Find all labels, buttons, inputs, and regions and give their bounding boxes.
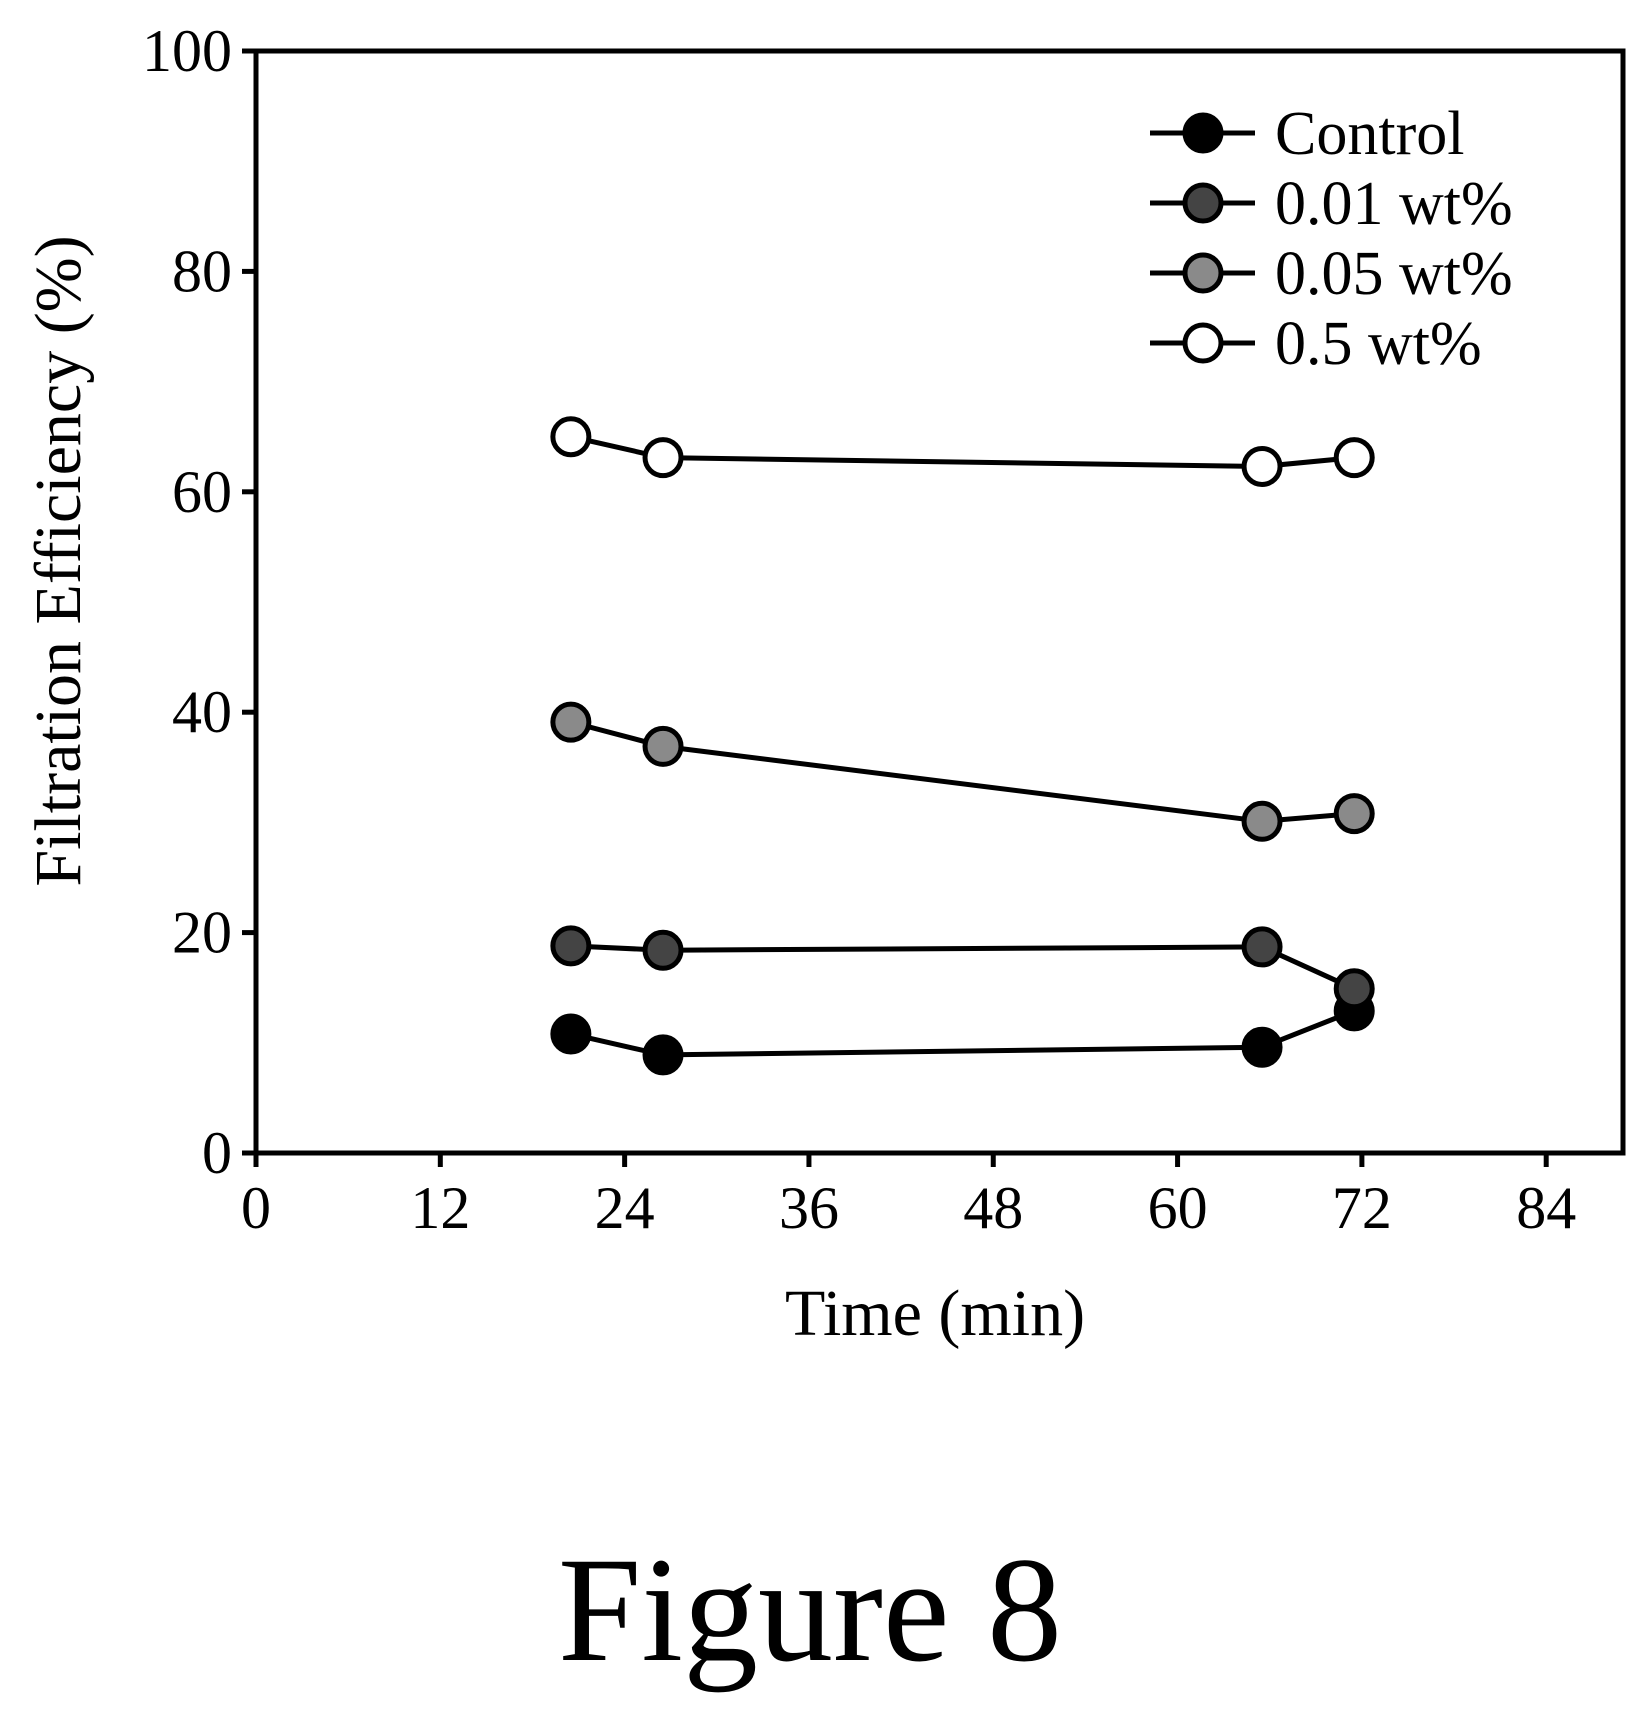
data-point-3-3 [1333, 437, 1375, 479]
x-tick-label-60: 60 [1148, 1175, 1208, 1241]
data-point-3-2 [1241, 445, 1283, 487]
x-tick-label-24: 24 [595, 1175, 655, 1241]
legend-label-2: 0.05 wt% [1275, 240, 1513, 308]
data-point-3-0 [550, 416, 592, 458]
data-point-1-0 [550, 925, 592, 967]
data-point-0-1 [642, 1034, 684, 1076]
y-tick-label-0: 0 [202, 1120, 232, 1186]
plot-border [253, 48, 1626, 1156]
series-lines [570, 434, 1356, 1058]
data-point-1-2 [1241, 926, 1283, 968]
x-tick-label-12: 12 [410, 1175, 470, 1241]
x-tick-label-84: 84 [1516, 1175, 1576, 1241]
y-tick-label-40: 40 [172, 679, 232, 745]
data-point-2-2 [1241, 800, 1283, 842]
legend-marker-0 [1182, 112, 1224, 154]
legend-marker-1 [1182, 182, 1224, 224]
axis-ticks: 0 12 24 36 48 60 72 84 0 20 40 60 80 100 [142, 18, 1576, 1241]
data-point-0-2 [1241, 1026, 1283, 1068]
y-tick-label-100: 100 [142, 18, 232, 84]
legend-label-3: 0.5 wt% [1275, 310, 1482, 378]
series-line-1 [570, 943, 1356, 992]
data-point-3-1 [642, 437, 684, 479]
y-tick-label-60: 60 [172, 459, 232, 525]
legend-marker-3 [1182, 322, 1224, 364]
x-tick-label-72: 72 [1332, 1175, 1392, 1241]
series-line-3 [570, 434, 1355, 469]
data-point-2-0 [550, 701, 592, 743]
x-tick-label-48: 48 [963, 1175, 1023, 1241]
legend-label-1: 0.01 wt% [1275, 170, 1513, 238]
legend-label-0: Control [1275, 100, 1464, 168]
data-point-0-0 [550, 1013, 592, 1055]
x-axis-title: Time (min) [785, 1277, 1085, 1350]
y-tick-label-80: 80 [172, 238, 232, 304]
series-line-2 [570, 719, 1355, 824]
figure-caption: Figure 8 [558, 1527, 1062, 1693]
x-tick-label-0: 0 [241, 1175, 271, 1241]
data-point-1-3 [1333, 968, 1375, 1010]
data-point-2-3 [1333, 793, 1375, 835]
y-tick-label-20: 20 [172, 900, 232, 966]
data-point-2-1 [642, 725, 684, 767]
data-point-1-1 [642, 929, 684, 971]
y-axis-title: Filtration Efficiency (%) [22, 235, 95, 886]
plot-frame [253, 48, 1626, 1156]
legend-marker-2 [1182, 252, 1224, 294]
x-tick-label-36: 36 [779, 1175, 839, 1241]
series-line-0 [570, 1008, 1356, 1058]
series-markers [550, 416, 1375, 1076]
